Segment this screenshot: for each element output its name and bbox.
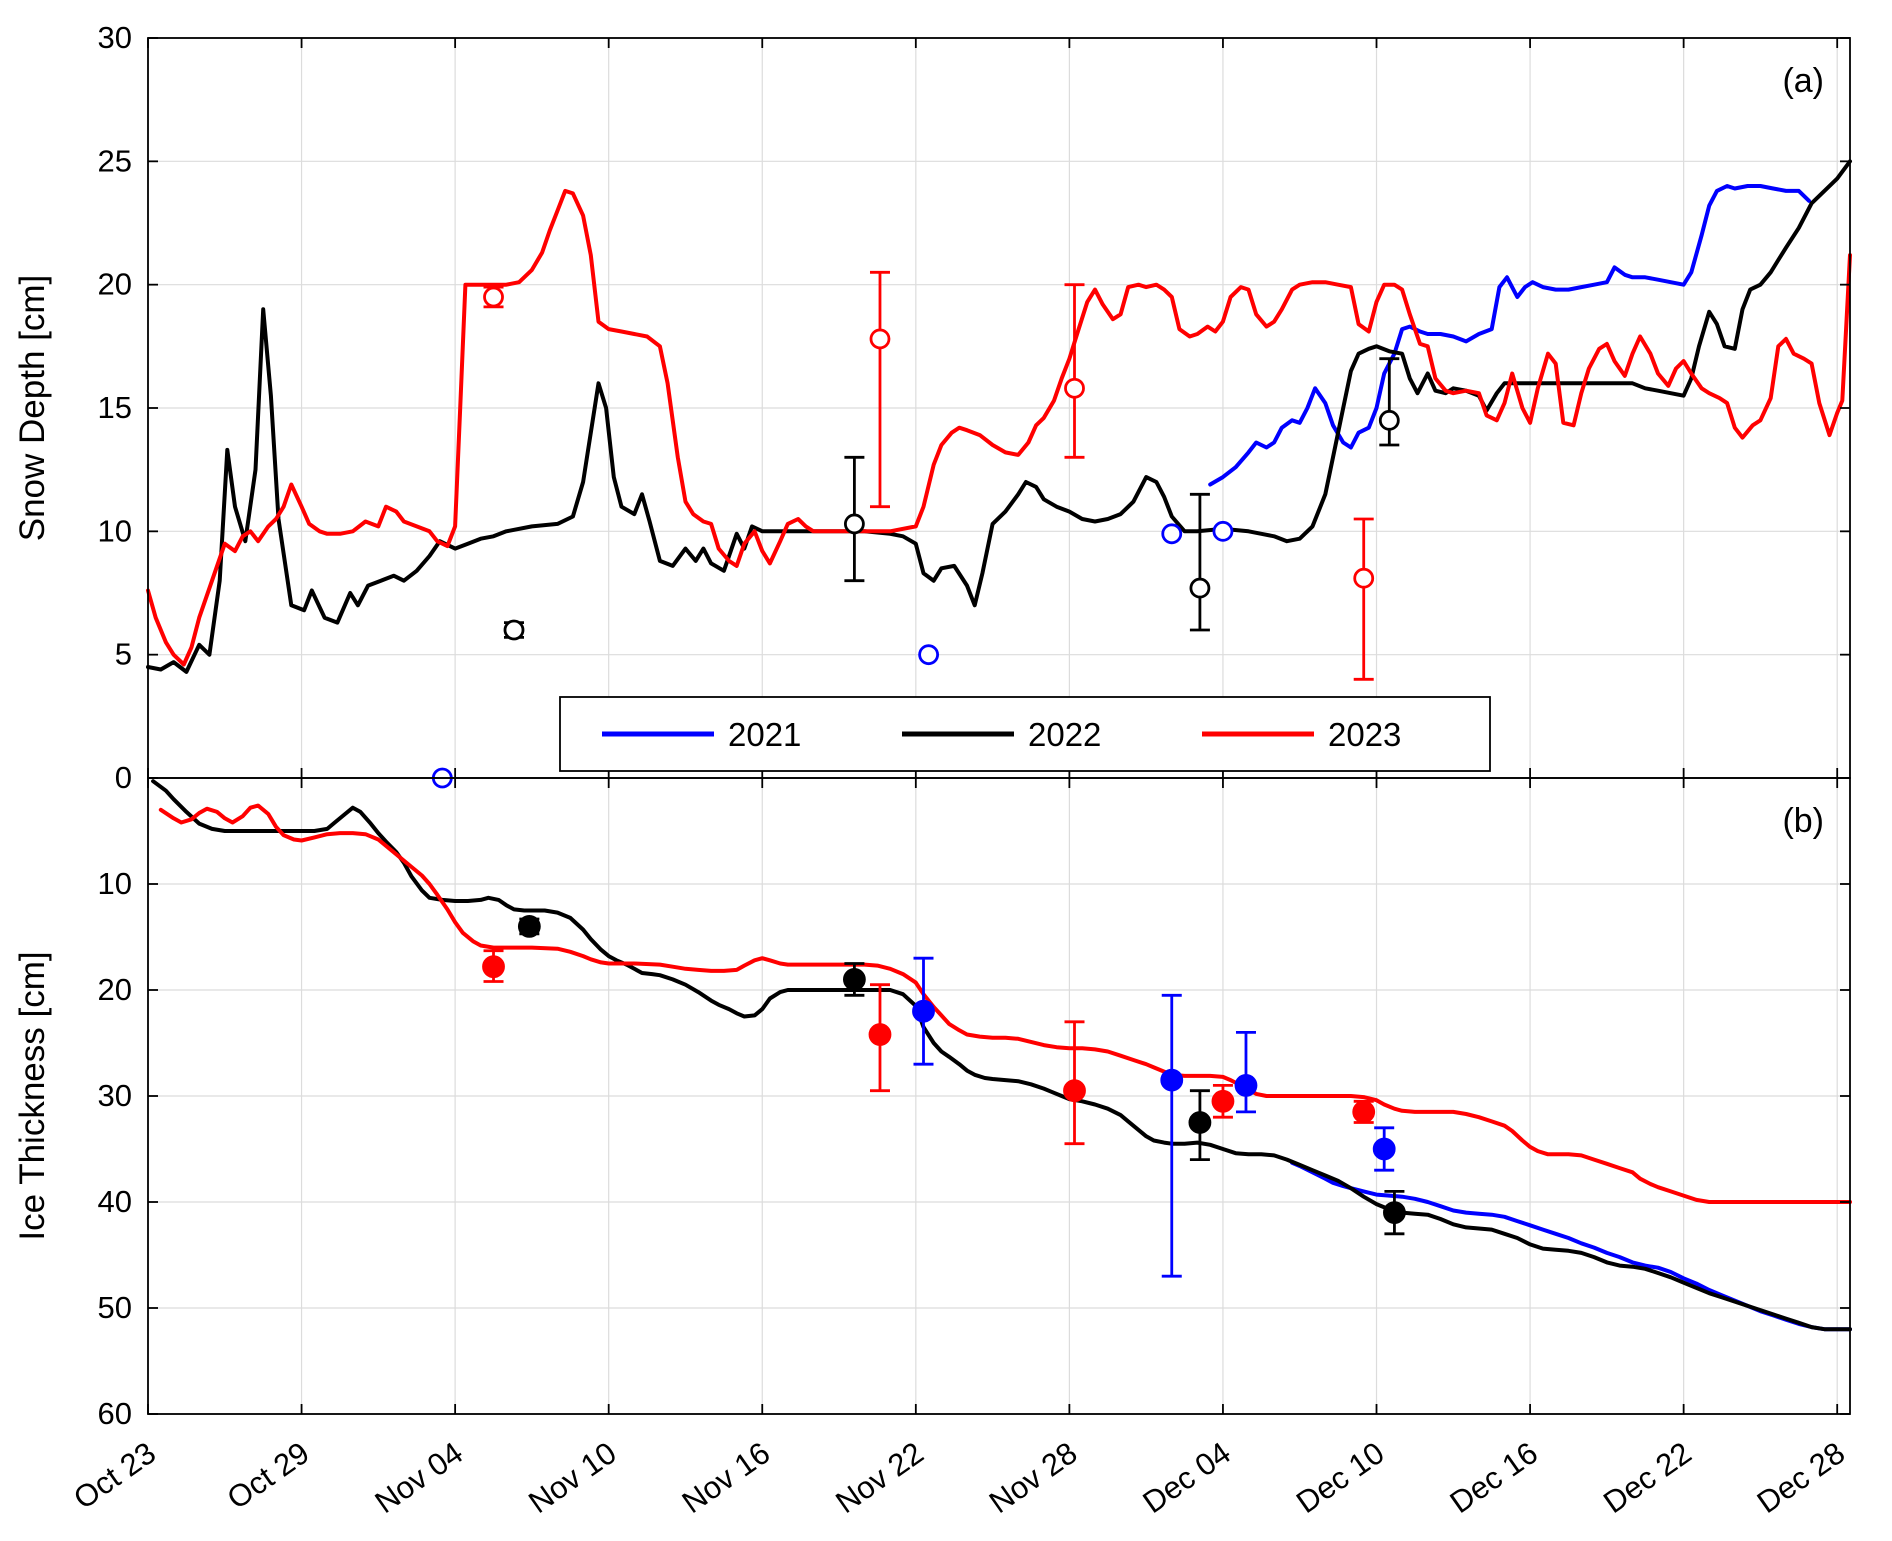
panel-label: (b) [1782, 802, 1824, 840]
y-tick-label: 5 [115, 637, 132, 672]
y-tick-label: 60 [98, 1396, 132, 1431]
data-marker-2022 [517, 915, 541, 938]
panel-label: (a) [1782, 62, 1824, 100]
open-circle-marker [1161, 523, 1183, 545]
y-tick-label: 0 [115, 760, 132, 795]
y-tick-label: 40 [98, 1184, 132, 1219]
y-tick-label: 30 [98, 20, 132, 55]
legend: 2021 2022 2023 [559, 696, 1491, 772]
data-marker-2022 [842, 962, 866, 997]
filled-circle-marker [1160, 1068, 1184, 1092]
y-tick-label: 10 [98, 866, 132, 901]
y-tick-label: 15 [98, 390, 132, 425]
filled-circle-marker [517, 915, 541, 938]
y-tick-label: 20 [98, 267, 132, 302]
open-circle-marker [1189, 577, 1211, 599]
data-marker-2022 [1383, 1190, 1406, 1236]
open-circle-marker [1212, 520, 1234, 542]
data-marker-2023 [869, 270, 891, 509]
filled-circle-marker [868, 1023, 892, 1046]
filled-circle-marker [1063, 1079, 1086, 1103]
data-marker-2022 [1189, 492, 1211, 632]
series-line-2021 [1208, 184, 1811, 487]
filled-circle-marker [1372, 1137, 1396, 1161]
data-marker-2021 [1212, 520, 1234, 542]
y-axis-label: Snow Depth [cm] [13, 275, 52, 542]
open-circle-marker [1353, 567, 1375, 589]
data-marker-2023 [1063, 1020, 1086, 1146]
open-circle-marker [1378, 409, 1400, 431]
data-marker-2021 [918, 644, 940, 666]
open-circle-marker [1064, 377, 1085, 399]
filled-circle-marker [912, 999, 935, 1023]
data-marker-2023 [1353, 517, 1375, 681]
data-marker-2023 [868, 983, 892, 1093]
data-marker-2023 [482, 949, 505, 983]
data-marker-2021 [1160, 993, 1184, 1278]
open-circle-marker [503, 619, 525, 641]
open-circle-marker [918, 644, 940, 666]
y-tick-label: 20 [98, 972, 132, 1007]
data-marker-2022 [503, 619, 525, 641]
data-marker-2023 [1211, 1084, 1235, 1119]
data-marker-2021 [1372, 1126, 1396, 1172]
panel-snow-depth: 0 5 10 15 20 25 30 Snow Depth [cm] (a) [13, 20, 1852, 795]
legend-label: 2021 [728, 716, 801, 753]
data-marker-2021 [1161, 523, 1183, 545]
open-circle-marker [843, 513, 865, 535]
legend-label: 2023 [1328, 716, 1401, 753]
data-marker-2022 [1188, 1089, 1212, 1161]
y-axis-label: Ice Thickness [cm] [13, 951, 52, 1240]
open-circle-marker [483, 286, 504, 308]
series-line-2023 [146, 188, 1852, 667]
filled-circle-marker [1383, 1201, 1406, 1224]
open-circle-marker [869, 328, 891, 350]
y-tick-label: 25 [98, 143, 132, 178]
filled-circle-marker [482, 955, 505, 979]
y-tick-label: 10 [98, 513, 132, 548]
data-marker-2023 [1064, 283, 1085, 459]
filled-circle-marker [842, 968, 866, 991]
series-line-2022 [146, 159, 1852, 674]
legend-label: 2022 [1028, 716, 1101, 753]
data-marker-2021 [1234, 1031, 1258, 1114]
series-line-2023 [158, 803, 1852, 1204]
filled-circle-marker [1211, 1089, 1235, 1113]
filled-circle-marker [1352, 1100, 1376, 1124]
filled-circle-marker [1188, 1111, 1212, 1134]
data-marker-2022 [1378, 357, 1400, 447]
y-tick-label: 50 [98, 1290, 132, 1325]
data-marker-2023 [483, 285, 504, 309]
data-marker-2023 [1352, 1099, 1376, 1124]
data-marker-2021 [912, 956, 935, 1066]
filled-circle-marker [1234, 1074, 1258, 1097]
legend-box [559, 696, 1491, 772]
data-marker-2022 [843, 455, 865, 583]
y-tick-label: 30 [98, 1078, 132, 1113]
